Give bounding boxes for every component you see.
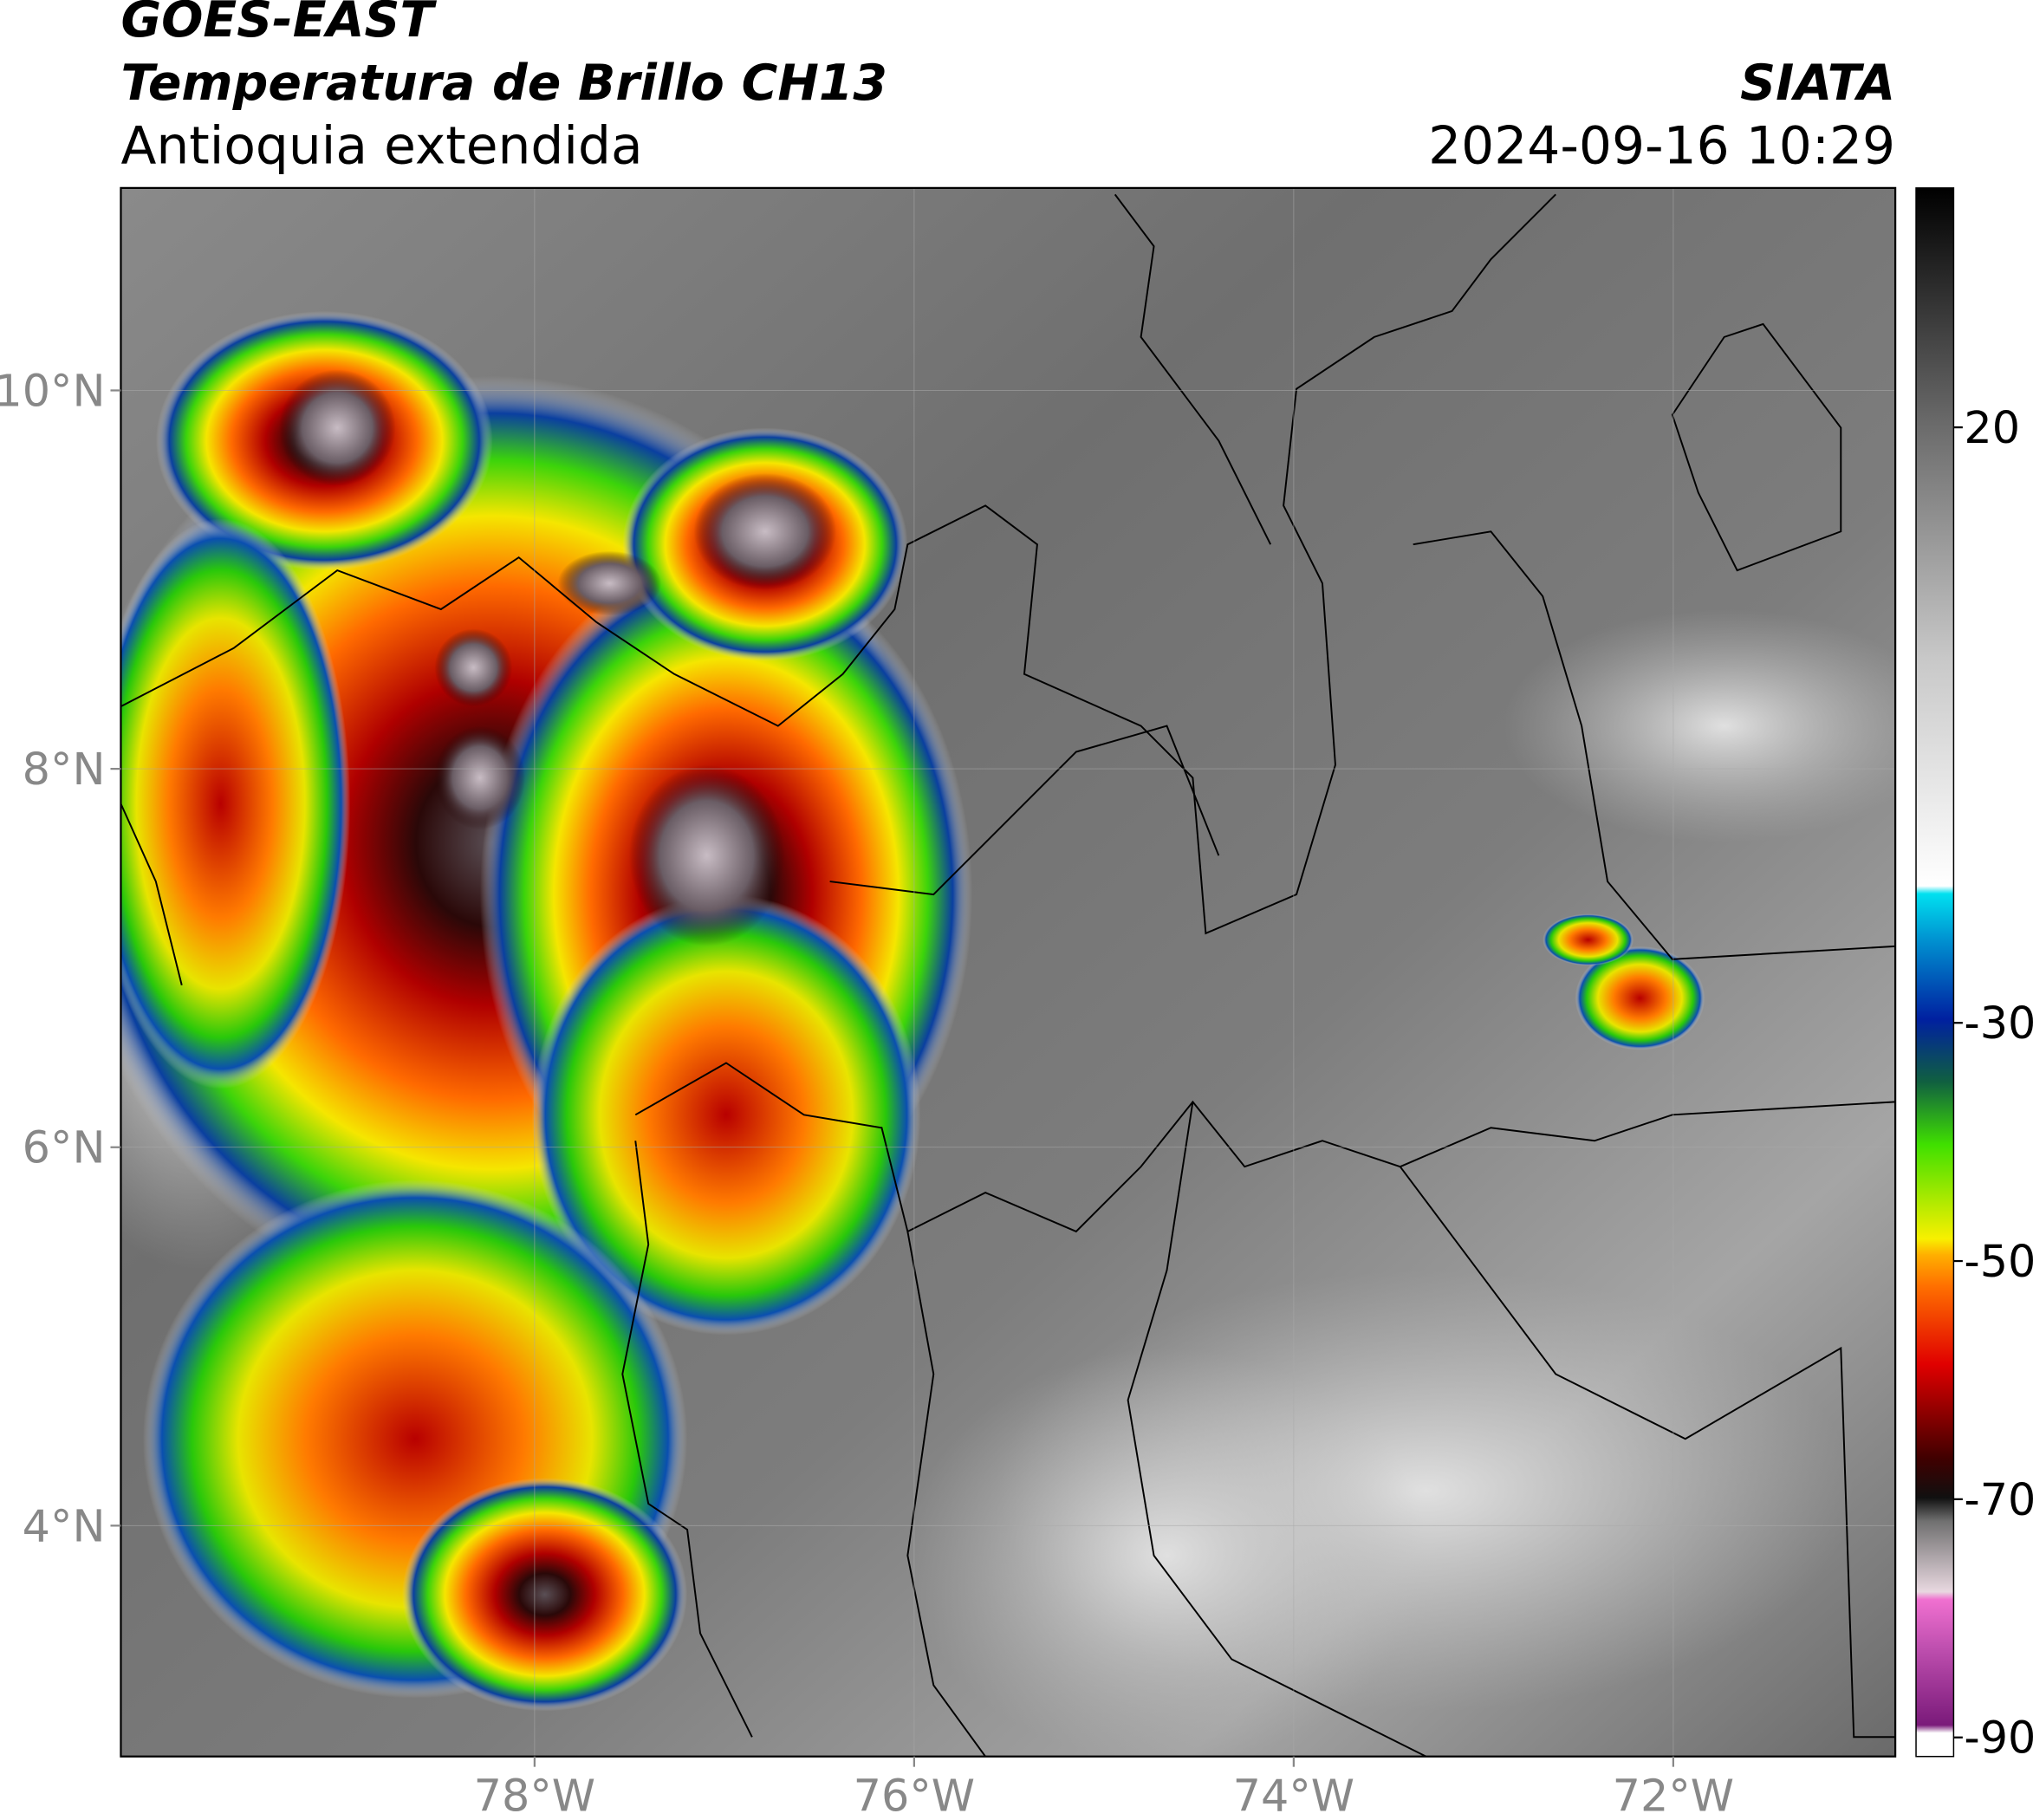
satellite: GOES-EAST <box>120 0 437 49</box>
colorbar-tick-label: -70 <box>1964 1474 2033 1525</box>
y-tick-label: 6°N <box>23 1122 106 1173</box>
colorbar-tick-label: -50 <box>1964 1236 2033 1287</box>
product: Temperatura de Brillo CH13 <box>120 55 887 112</box>
colorbar-tick-label: -30 <box>1964 998 2033 1049</box>
datetime: 2024-09-16 10:29 <box>1428 115 1895 176</box>
colorbar-tick-label: 20 <box>1964 402 2020 453</box>
y-tick-label: 10°N <box>0 365 106 416</box>
x-tick-label: 74°W <box>1233 1771 1354 1820</box>
colorbar <box>1915 187 1955 1758</box>
y-tick-label: 8°N <box>23 744 106 795</box>
graticule <box>120 187 1896 1757</box>
map-frame <box>120 186 1897 1758</box>
agency: SIATA <box>1740 55 1895 112</box>
x-tick-label: 72°W <box>1613 1771 1734 1820</box>
y-tick-label: 4°N <box>23 1500 106 1551</box>
x-tick-label: 78°W <box>474 1771 595 1820</box>
colorbar-tick-label: -90 <box>1964 1713 2033 1764</box>
x-tick-label: 76°W <box>854 1771 975 1820</box>
satellite-image <box>120 187 1896 1757</box>
region: Antioquia extendida <box>120 115 642 176</box>
